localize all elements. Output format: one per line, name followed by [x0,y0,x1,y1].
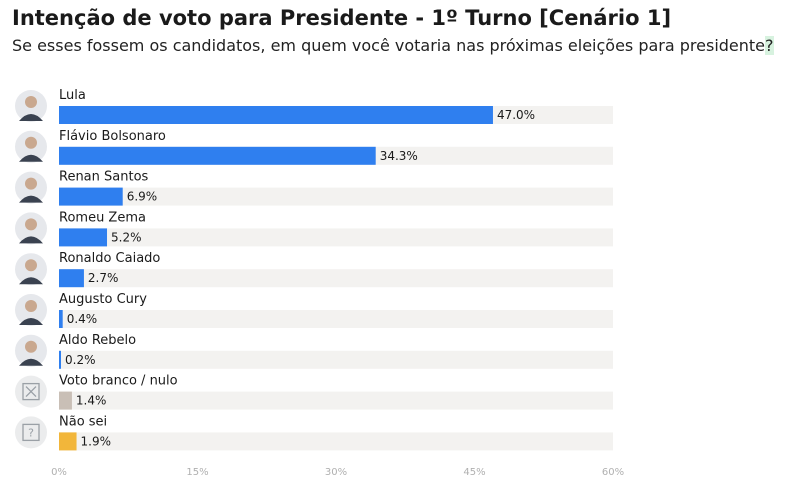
bar [59,106,493,124]
x-tick-label: 30% [325,467,347,478]
row-3-avatar-body [19,195,43,203]
bar [59,391,72,410]
category-label: Aldo Rebelo [59,333,136,348]
x-box-icon [22,382,40,401]
x-tick-label: 15% [186,467,208,478]
row-7-avatar-head [25,340,37,353]
category-label: Voto branco / nulo [59,374,178,389]
question-mark: ? [28,426,34,439]
row-4-avatar-body [19,236,43,244]
value-label: 6.9% [127,190,157,204]
row-5-avatar-head [25,259,37,272]
x-mark [25,386,37,398]
bar [59,310,63,328]
bar-track [59,350,613,369]
bar-track [59,310,613,328]
value-label: 0.2% [65,353,96,367]
x-tick-label: 60% [602,467,624,478]
value-label: 34.3% [380,149,418,163]
question-box-icon [22,423,40,442]
value-label: 47.0% [497,108,535,122]
category-label: Lula [59,88,86,103]
bar [59,228,108,247]
category-label: Não sei [59,414,107,429]
bar-track [59,187,613,206]
value-label: 1.9% [81,434,112,448]
bar [59,432,77,451]
category-label: Renan Santos [59,170,149,185]
subtitle-question-mark: ? [765,36,774,55]
bar-track [59,391,613,410]
bar [59,187,123,206]
bar [59,146,376,165]
bar-track [59,269,613,288]
row-4-avatar-head [25,218,37,231]
row-1-avatar-body [19,114,43,121]
row-5-avatar-body [19,277,43,285]
bar [59,269,84,288]
chart-title: Intenção de voto para Presidente - 1º Tu… [12,6,672,30]
bar-track [59,432,613,451]
x-tick-label: 45% [463,467,485,478]
x-tick-label: 0% [51,467,67,478]
row-2-avatar-head [25,136,37,149]
row-7-avatar-body [19,358,43,366]
value-label: 1.4% [76,394,107,408]
bar-track [59,228,613,247]
row-1-avatar-head [25,96,37,108]
value-label: 2.7% [88,271,119,285]
row-2-avatar-body [19,154,43,162]
row-3-avatar-head [25,177,37,190]
row-6-avatar-head [25,300,37,312]
chart-subtitle: Se esses fossem os candidatos, em quem v… [12,36,774,55]
category-label: Ronaldo Caiado [59,251,160,266]
bar [59,350,61,369]
value-label: 5.2% [111,230,142,244]
row-6-avatar-body [19,318,43,325]
category-label: Augusto Cury [59,292,147,307]
value-label: 0.4% [67,312,98,326]
category-label: Flávio Bolsonaro [59,129,166,144]
subtitle-text: Se esses fossem os candidatos, em quem v… [12,36,766,55]
category-label: Romeu Zema [59,210,146,225]
